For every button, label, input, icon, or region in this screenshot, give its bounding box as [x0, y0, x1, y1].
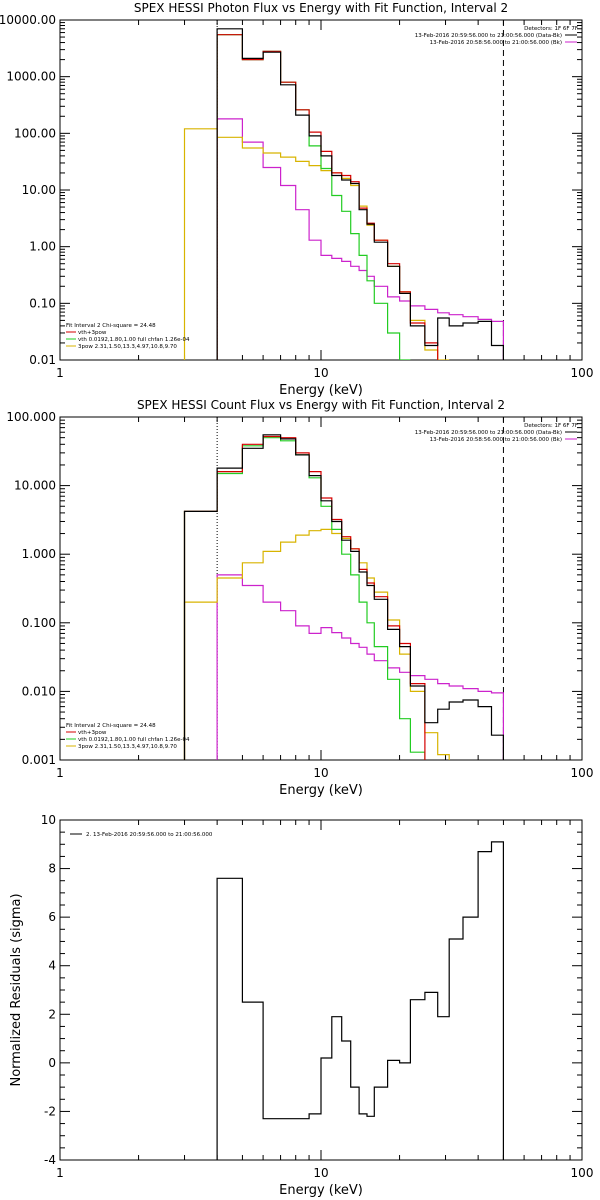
y-tick-label: 100.000 — [6, 410, 56, 424]
legend-left-entry: vth+3pow — [78, 330, 107, 336]
y-tick-label: 10.00 — [22, 183, 56, 197]
legend-right-entry: 13-Feb-2016 20:59:56.000 to 21:00:56.000… — [415, 33, 562, 39]
series-black-step — [216, 28, 504, 360]
y-tick-label: 8 — [48, 862, 56, 876]
y-tick-label: 0.01 — [29, 353, 56, 367]
plot-area — [183, 417, 504, 760]
y-tick-label: 1000.00 — [6, 70, 56, 84]
x-tick-label: 100 — [571, 766, 594, 780]
y-tick-label: 0.10 — [29, 296, 56, 310]
panel-1: SPEX HESSI Photon Flux vs Energy with Fi… — [0, 1, 593, 398]
legend-left-entry: vth+3pow — [78, 730, 107, 736]
x-tick-label: 1 — [56, 1166, 64, 1180]
legend-left-entry: vth 0.0192,1.80,1.00 full chfan 1.26e-04 — [78, 737, 190, 743]
legend-detectors: Detectors: 1F 6F 7F — [524, 26, 578, 32]
legend-left-entry: 3pow 2.31,1.50,13.3,4.97,10.8,9.70 — [78, 744, 177, 750]
x-tick-label: 1 — [56, 766, 64, 780]
y-tick-label: 10000.00 — [0, 13, 56, 27]
series-yellow-step — [183, 528, 450, 760]
series-magenta-step — [216, 118, 504, 360]
plot-area — [216, 841, 504, 1160]
series-yellow-step — [183, 128, 450, 360]
chart-title: SPEX HESSI Photon Flux vs Energy with Fi… — [134, 1, 508, 15]
y-tick-label: 0.100 — [22, 616, 56, 630]
y-tick-label: 10.000 — [14, 479, 56, 493]
y-tick-label: 10 — [41, 813, 56, 827]
y-tick-label: 1.00 — [29, 240, 56, 254]
y-tick-label: 0 — [48, 1056, 56, 1070]
chart-title: SPEX HESSI Count Flux vs Energy with Fit… — [137, 398, 505, 412]
x-axis-label: Energy (keV) — [279, 1183, 363, 1198]
series-black-step — [183, 434, 504, 760]
legend-entry: 2. 13-Feb-2016 20:59:56.000 to 21:00:56.… — [86, 832, 213, 838]
legend-detectors: Detectors: 1F 6F 7F — [524, 423, 578, 429]
y-axis-label: Normalized Residuals (sigma) — [9, 893, 24, 1086]
y-tick-label: -2 — [44, 1104, 56, 1118]
y-tick-label: 6 — [48, 910, 56, 924]
y-tick-label: 0.010 — [22, 684, 56, 698]
x-axis-label: Energy (keV) — [279, 783, 363, 798]
series-green-step — [216, 34, 411, 360]
legend-right-entry: 13-Feb-2016 20:58:56.000 to 21:00:56.000… — [430, 437, 562, 443]
legend-left-entry: vth 0.0192,1.80,1.00 full chfan 1.26e-04 — [78, 337, 190, 343]
series-green-step — [183, 437, 426, 760]
legend-left-entry: Fit Interval 2 Chi-square = 24.48 — [66, 323, 156, 329]
panel-3: 1 10 100 Energy (keV) -4 -2 0 2 4 6 8 10 Normalized … — [9, 813, 593, 1198]
panel-2: SPEX HESSI Count Flux vs Energy with Fit… — [6, 398, 593, 798]
x-tick-label: 10 — [313, 366, 328, 380]
x-axis-label: Energy (keV) — [279, 383, 363, 398]
series-red-step — [216, 34, 439, 360]
x-tick-label: 10 — [313, 766, 328, 780]
y-tick-label: 1.000 — [22, 547, 56, 561]
legend-right-entry: 13-Feb-2016 20:59:56.000 to 21:00:56.000… — [415, 430, 562, 436]
series-red-step — [183, 435, 426, 760]
y-tick-label: 4 — [48, 959, 56, 973]
y-tick-label: -4 — [44, 1153, 56, 1167]
legend-right-entry: 13-Feb-2016 20:58:56.000 to 21:00:56.000… — [430, 40, 562, 46]
legend-left-entry: Fit Interval 2 Chi-square = 24.48 — [66, 723, 156, 729]
series-magenta-step — [216, 574, 504, 760]
series-black-step — [216, 841, 504, 1160]
y-tick-label: 100.00 — [14, 126, 56, 140]
plot-area — [183, 20, 504, 360]
legend-left-entry: 3pow 2.31,1.50,13.3,4.97,10.8,9.70 — [78, 344, 177, 350]
x-tick-label: 100 — [571, 1166, 594, 1180]
y-tick-label: 2 — [48, 1007, 56, 1021]
x-tick-label: 1 — [56, 366, 64, 380]
y-tick-label: 0.001 — [22, 753, 56, 767]
x-tick-label: 10 — [313, 1166, 328, 1180]
x-tick-label: 100 — [571, 366, 594, 380]
